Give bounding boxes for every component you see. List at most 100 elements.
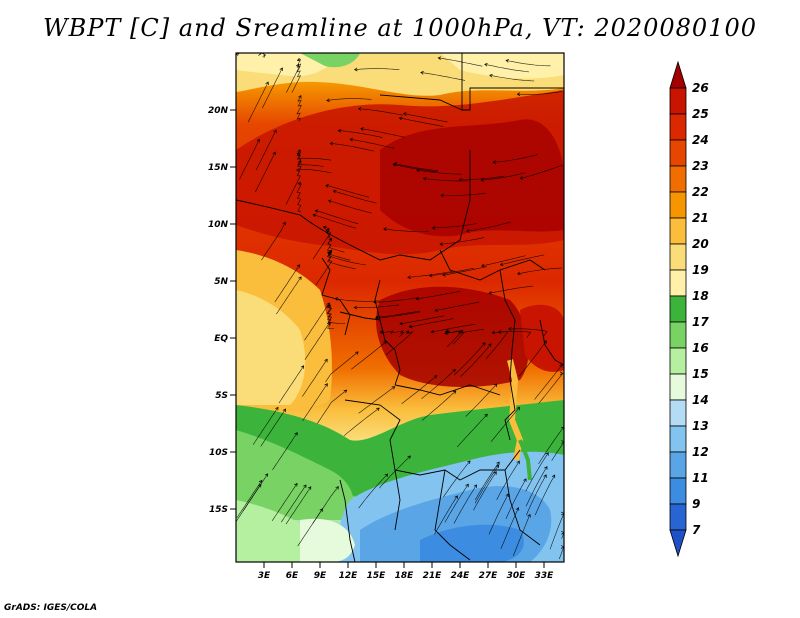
streamline-arrow — [559, 371, 564, 376]
colorbar-swatch — [669, 477, 687, 505]
streamline — [302, 383, 328, 422]
streamline — [488, 493, 509, 535]
lon-tick-9E: 9E — [314, 562, 327, 581]
streamline-arrow — [296, 168, 300, 172]
lon-tick-24E: 24E — [451, 562, 471, 581]
streamline — [296, 149, 331, 161]
streamline-arrow — [434, 308, 439, 312]
streamline — [474, 464, 499, 504]
streamline — [271, 483, 298, 521]
streamline — [296, 183, 302, 212]
svg-text:20N: 20N — [208, 106, 229, 116]
map-frame — [235, 52, 565, 563]
streamline — [459, 175, 504, 180]
streamline — [327, 252, 367, 266]
streamline-arrow — [324, 383, 328, 387]
streamline — [517, 91, 563, 95]
streamline-arrow — [349, 137, 354, 142]
streamline — [474, 461, 500, 500]
lat-tick-10N: 10N — [208, 220, 236, 230]
wbpt-field — [236, 53, 564, 562]
streamline-arrow — [360, 127, 364, 131]
streamline-arrow — [256, 138, 261, 143]
streamline-arrow — [488, 291, 493, 295]
streamline-arrow — [561, 440, 564, 444]
streamline-arrow — [516, 92, 521, 97]
streamline-arrow — [383, 227, 387, 231]
streamline-arrow — [408, 324, 413, 329]
streamline — [304, 322, 331, 360]
colorbar-swatch — [669, 269, 687, 297]
svg-text:3E: 3E — [258, 571, 271, 581]
streamline — [525, 466, 548, 507]
streamline-arrow — [473, 484, 477, 488]
streamline — [493, 154, 538, 163]
streamline — [534, 364, 563, 400]
streamline — [358, 108, 403, 116]
streamline-arrow — [516, 406, 520, 411]
streamline — [358, 386, 395, 414]
streamline-arrow — [527, 513, 531, 518]
streamline — [278, 365, 304, 404]
streamline-arrow — [493, 383, 498, 388]
streamline — [460, 343, 492, 377]
colorbar: 26 25 24 23 22 21 20 19 18 17 16 15 14 13 12 11 9 7 — [669, 60, 709, 558]
colorbar-label: 9 — [692, 497, 700, 511]
streamline-arrow — [307, 486, 312, 490]
streamline — [358, 473, 388, 509]
map-title: WBPT [C] and Sreamline at 1000hPa, VT: 2… — [42, 14, 758, 42]
colorbar-swatch — [669, 60, 687, 89]
streamline — [440, 237, 485, 245]
streamline-arrow — [329, 141, 333, 146]
streamline-arrow — [332, 189, 337, 194]
streamline-arrow — [298, 94, 302, 99]
lat-tick-5S: 5S — [215, 391, 236, 401]
streamline-arrow — [445, 329, 450, 333]
svg-text:24E: 24E — [451, 571, 471, 581]
streamline — [500, 254, 545, 266]
streamline — [327, 304, 346, 324]
streamline — [254, 151, 276, 193]
streamline — [354, 68, 400, 70]
svg-text:18E: 18E — [395, 571, 415, 581]
streamline — [286, 58, 302, 93]
colorbar-label: 14 — [692, 393, 709, 407]
streamline — [335, 298, 380, 302]
streamline — [317, 389, 347, 424]
lon-tick-12E: 12E — [339, 562, 358, 581]
streamline — [421, 390, 457, 421]
streamline-arrow — [407, 275, 411, 280]
streamline-arrow — [298, 276, 302, 280]
streamline — [375, 311, 420, 319]
streamline — [338, 130, 383, 138]
streamline-arrow — [327, 199, 332, 204]
streamline-arrow — [467, 460, 471, 464]
colorbar-label: 19 — [692, 263, 709, 277]
streamline — [242, 473, 268, 512]
lat-tick-20N: 20N — [208, 106, 236, 116]
colorbar-label: 25 — [692, 107, 709, 121]
colorbar-swatch — [669, 87, 687, 115]
streamline — [312, 486, 339, 524]
colorbar-label: 15 — [692, 367, 709, 381]
colorbar-swatch — [669, 191, 687, 219]
colorbar-label: 20 — [692, 237, 709, 251]
streamline-arrow — [297, 149, 301, 153]
lon-tick-6E: 6E — [286, 562, 299, 581]
streamline-arrow — [399, 321, 403, 326]
colorbar-swatch — [669, 425, 687, 453]
streamline — [481, 172, 526, 181]
streamline — [312, 226, 332, 260]
streamline — [429, 267, 474, 277]
streamline-arrow — [343, 389, 348, 394]
streamline-arrow — [376, 407, 380, 412]
streamline-arrow — [452, 390, 457, 394]
colorbar-swatch — [669, 451, 687, 479]
streamline — [330, 143, 375, 152]
streamline-arrow — [422, 176, 427, 181]
svg-text:27E: 27E — [479, 571, 499, 581]
streamline-arrow — [294, 432, 298, 436]
colorbar-label: 13 — [692, 419, 709, 433]
streamline-arrow — [314, 209, 319, 213]
